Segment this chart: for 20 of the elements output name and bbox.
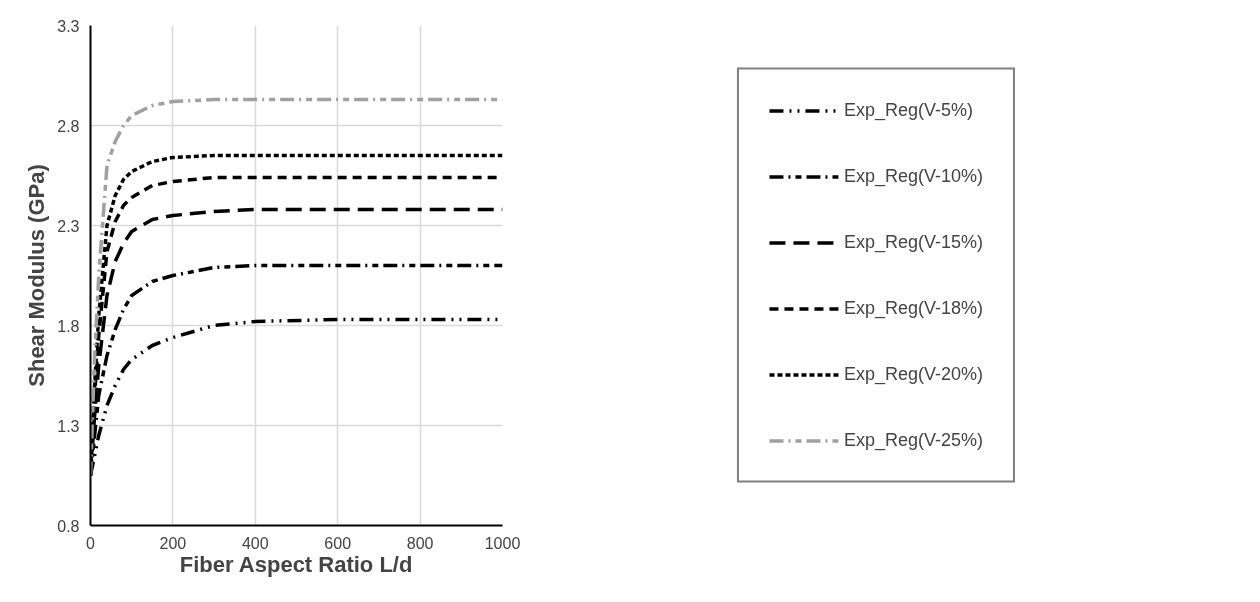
x-tick-label: 200 (159, 534, 187, 552)
legend-label: Exp_Reg(V-10%) (843, 165, 984, 187)
legend-label: Exp_Reg(V-25%) (843, 429, 984, 451)
x-tick-label: 400 (241, 534, 269, 552)
legend-label: Exp_Reg(V-15%) (843, 231, 984, 253)
y-tick-label: 1.3 (57, 417, 80, 435)
x-tick-label: 1000 (484, 534, 521, 552)
x-tick-label: 0 (86, 534, 96, 552)
legend-label: Exp_Reg(V-20%) (843, 363, 984, 385)
y-tick-label: 2.3 (57, 217, 80, 235)
x-axis-title: Fiber Aspect Ratio L/d (179, 551, 413, 577)
legend-label: Exp_Reg(V-5%) (843, 99, 974, 121)
y-tick-label: 1.8 (57, 317, 80, 335)
x-tick-label: 800 (406, 534, 434, 552)
y-tick-label: 3.3 (57, 17, 80, 35)
y-tick-label: 2.8 (57, 117, 80, 135)
y-tick-label: 0.8 (57, 517, 80, 535)
x-tick-label: 600 (324, 534, 352, 552)
y-axis-title: Shear Modulus (GPa) (24, 164, 50, 387)
legend-label: Exp_Reg(V-18%) (843, 297, 984, 319)
